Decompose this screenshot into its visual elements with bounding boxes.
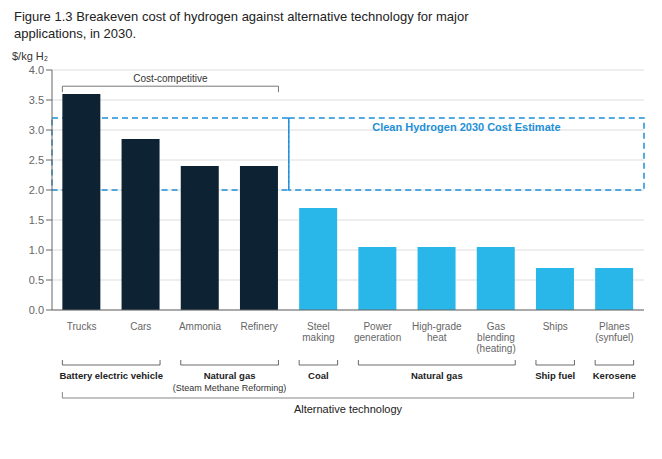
svg-text:Trucks: Trucks [67,321,97,332]
svg-text:Gasblending(heating): Gasblending(heating) [476,321,515,354]
svg-text:Powergeneration: Powergeneration [354,321,401,343]
svg-text:Cost-competitive: Cost-competitive [133,73,208,84]
svg-text:$/kg H₂: $/kg H₂ [12,50,48,62]
svg-text:Clean Hydrogen 2030 Cost Estim: Clean Hydrogen 2030 Cost Estimate [372,121,560,133]
svg-text:3.0: 3.0 [29,124,44,136]
svg-text:Ship fuel: Ship fuel [535,370,575,381]
svg-text:(Steam Methane Reforming): (Steam Methane Reforming) [173,383,287,393]
svg-text:2.5: 2.5 [29,154,44,166]
svg-text:2.0: 2.0 [29,184,44,196]
svg-text:Refinery: Refinery [241,321,278,332]
svg-text:Planes(synfuel): Planes(synfuel) [595,321,633,343]
svg-text:1.0: 1.0 [29,244,44,256]
svg-text:Alternative technology: Alternative technology [294,403,403,415]
svg-text:Ships: Ships [543,321,568,332]
svg-text:Steelmaking: Steelmaking [302,321,334,343]
svg-text:4.0: 4.0 [29,64,44,76]
html-text:Figure 1.3 Breakeven cost of h: Figure 1.3 Breakeven cost of hydrogen ag… [14,9,469,41]
svg-text:Natural gas: Natural gas [204,370,256,381]
svg-text:Battery electric vehicle: Battery electric vehicle [59,370,163,381]
svg-text:Kerosene: Kerosene [593,370,636,381]
svg-text:1.5: 1.5 [29,214,44,226]
svg-text:Ammonia: Ammonia [179,321,222,332]
svg-text:High-gradeheat: High-gradeheat [412,321,462,343]
svg-text:0.0: 0.0 [29,304,44,316]
svg-text:3.5: 3.5 [29,94,44,106]
svg-text:Natural gas: Natural gas [411,370,463,381]
svg-text:0.5: 0.5 [29,274,44,286]
svg-text:Cars: Cars [130,321,151,332]
svg-text:Coal: Coal [308,370,329,381]
